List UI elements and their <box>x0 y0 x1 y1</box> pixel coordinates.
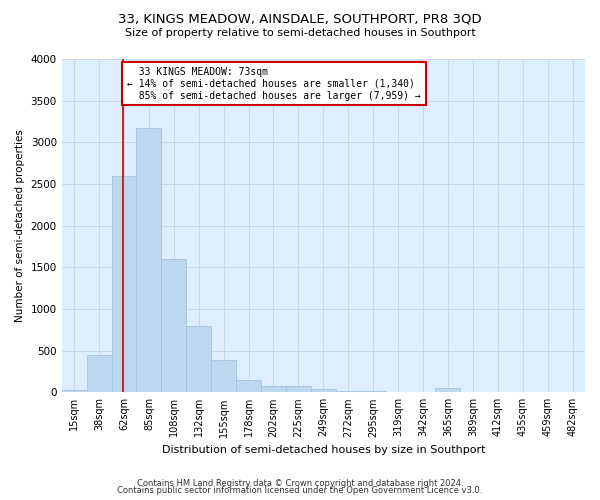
Bar <box>62 390 86 392</box>
Bar <box>161 259 186 392</box>
X-axis label: Distribution of semi-detached houses by size in Southport: Distribution of semi-detached houses by … <box>161 445 485 455</box>
Bar <box>336 390 361 392</box>
Text: Size of property relative to semi-detached houses in Southport: Size of property relative to semi-detach… <box>125 28 475 38</box>
Bar <box>112 176 136 392</box>
Text: 33, KINGS MEADOW, AINSDALE, SOUTHPORT, PR8 3QD: 33, KINGS MEADOW, AINSDALE, SOUTHPORT, P… <box>118 12 482 26</box>
Bar <box>136 128 161 392</box>
Text: 33 KINGS MEADOW: 73sqm
← 14% of semi-detached houses are smaller (1,340)
  85% o: 33 KINGS MEADOW: 73sqm ← 14% of semi-det… <box>127 68 421 100</box>
Bar <box>311 388 336 392</box>
Bar <box>186 326 211 392</box>
Bar <box>86 355 112 393</box>
Bar <box>436 388 460 392</box>
Bar <box>286 386 311 392</box>
Text: Contains public sector information licensed under the Open Government Licence v3: Contains public sector information licen… <box>118 486 482 495</box>
Bar <box>211 360 236 392</box>
Bar <box>236 380 261 392</box>
Bar <box>261 386 286 392</box>
Y-axis label: Number of semi-detached properties: Number of semi-detached properties <box>15 129 25 322</box>
Text: Contains HM Land Registry data © Crown copyright and database right 2024.: Contains HM Land Registry data © Crown c… <box>137 478 463 488</box>
